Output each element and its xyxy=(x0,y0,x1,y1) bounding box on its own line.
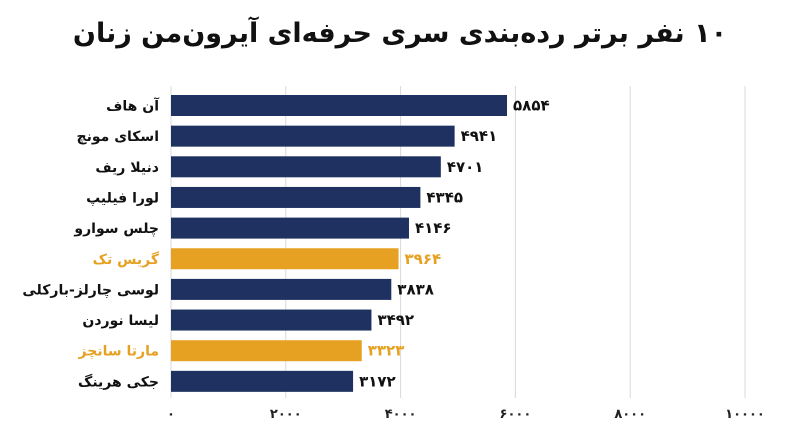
x-tick-label: ۴۰۰۰ xyxy=(385,407,417,422)
bars xyxy=(171,95,508,392)
bar xyxy=(171,156,441,178)
x-tick-label: ۲۰۰۰ xyxy=(270,407,302,422)
value-label: ۳۱۷۲ xyxy=(359,372,396,390)
value-label: ۴۱۴۶ xyxy=(415,219,452,237)
bar xyxy=(171,95,508,116)
bar xyxy=(171,278,392,300)
value-label: ۴۹۴۱ xyxy=(461,127,498,145)
x-tick-label: ۱۰۰۰۰ xyxy=(725,407,765,422)
value-label: ۴۳۴۵ xyxy=(426,188,463,206)
x-tick-label: ۶۰۰۰ xyxy=(500,407,532,422)
value-label: ۳۸۳۸ xyxy=(397,280,434,298)
category-label: جکی هرینگ xyxy=(78,373,159,390)
value-label: ۳۴۹۲ xyxy=(377,311,414,329)
value-label: ۳۳۲۳ xyxy=(368,342,405,360)
x-tick-label: ۰ xyxy=(167,407,175,422)
category-label: چلس سوارو xyxy=(73,221,159,237)
value-label: ۴۷۰۱ xyxy=(447,158,484,176)
category-labels: آن هاف اسکای مونچ دنیلا ریف لورا فیلیپ چلس س… xyxy=(22,97,160,391)
bar xyxy=(171,340,362,362)
category-label: آن هاف xyxy=(106,97,160,115)
chart-title: ۱۰ نفر برتر رده‌بندی سری حرفه‌ای آیرون‌م… xyxy=(72,18,728,49)
value-labels: ۵۸۵۴ ۴۹۴۱ ۴۷۰۱ ۴۳۴۵ ۴۱۴۶ ۳۹۶۴ ۳۸۳۸ ۳۴۹۲ ۳۳۲۳ ۳۱۷۲ xyxy=(359,97,550,391)
category-label: دنیلا ریف xyxy=(95,160,159,176)
category-label: گریس تک xyxy=(93,251,160,268)
category-label: مارتا سانچز xyxy=(78,344,159,360)
bar xyxy=(171,217,409,239)
bar xyxy=(171,125,455,147)
value-label: ۳۹۶۴ xyxy=(405,250,442,268)
bar xyxy=(171,186,421,208)
category-label: لورا فیلیپ xyxy=(86,190,159,206)
x-axis-tick-labels: ۰ ۲۰۰۰ ۴۰۰۰ ۶۰۰۰ ۸۰۰۰ ۱۰۰۰۰ xyxy=(167,407,765,422)
bar xyxy=(171,370,354,392)
category-label: اسکای مونچ xyxy=(77,129,159,145)
category-label: لوسی چارلز-بارکلی xyxy=(22,282,159,298)
value-label: ۵۸۵۴ xyxy=(513,97,550,115)
x-tick-label: ۸۰۰۰ xyxy=(614,407,646,422)
category-label: لیسا نوردن xyxy=(82,313,159,329)
bar xyxy=(171,248,399,270)
bar xyxy=(171,309,372,331)
